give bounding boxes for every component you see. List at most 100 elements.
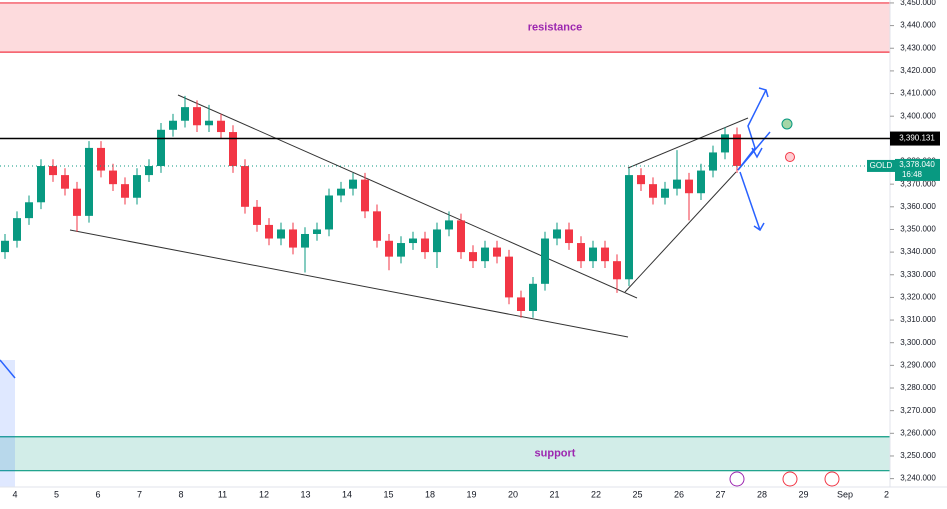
y-tick-label: 3,260.000 — [900, 428, 936, 437]
y-tick-label: 3,450.000 — [900, 0, 936, 7]
x-tick-label: 15 — [383, 489, 393, 499]
zones: resistance support — [0, 2, 890, 472]
arrow-head — [758, 87, 769, 98]
y-tick-label: 3,360.000 — [900, 202, 936, 211]
candle-body — [541, 238, 549, 284]
candle-body — [85, 147, 93, 216]
trend-line — [69, 229, 629, 338]
x-tick-label: 4 — [12, 489, 17, 499]
candle-body — [613, 261, 621, 280]
x-tick-label: 13 — [300, 489, 310, 499]
candle-body — [337, 188, 345, 196]
x-tick-label: 22 — [591, 489, 601, 499]
candle-body — [1, 240, 9, 253]
candle-body — [397, 243, 405, 257]
candle-body — [157, 129, 165, 167]
x-tick-label: 25 — [632, 489, 642, 499]
y-tick-label: 3,400.000 — [900, 111, 936, 120]
candle-body — [589, 247, 597, 262]
symbol-label: GOLD — [870, 161, 893, 170]
y-tick-label: 3,300.000 — [900, 338, 936, 347]
candle-body — [637, 175, 645, 185]
event-icon — [729, 471, 745, 487]
zone-label: resistance — [528, 21, 582, 33]
candle-body — [577, 243, 585, 262]
x-tick-label: 14 — [342, 489, 352, 499]
y-tick-label: 3,420.000 — [900, 66, 936, 75]
trend-line — [177, 94, 638, 299]
candle-body — [193, 107, 201, 126]
candle-body — [277, 229, 285, 239]
arrows — [0, 87, 771, 379]
candle-body — [73, 188, 81, 216]
x-tick-label: Sep — [837, 489, 853, 499]
arrow-head — [753, 222, 765, 232]
symbol-box — [867, 159, 895, 172]
candle-body — [133, 175, 141, 198]
price-line-label: 3,390.131 — [899, 134, 935, 143]
x-tick-label: 20 — [508, 489, 518, 499]
x-tick-label: 28 — [757, 489, 767, 499]
y-tick-label: 3,320.000 — [900, 293, 936, 302]
candle-body — [709, 152, 717, 171]
y-tick-label: 3,310.000 — [900, 315, 936, 324]
candle-body — [433, 229, 441, 253]
candle-body — [37, 166, 45, 203]
event-icon — [782, 471, 798, 487]
y-tick-label: 3,240.000 — [900, 474, 936, 483]
candle-body — [169, 120, 177, 130]
x-tick-label: 19 — [466, 489, 476, 499]
target-circle — [781, 118, 793, 130]
y-tick-label: 3,290.000 — [900, 360, 936, 369]
projection-box — [0, 360, 15, 487]
candle-body — [505, 256, 513, 298]
candle-body — [325, 195, 333, 230]
candle-body — [97, 147, 105, 171]
candle-body — [529, 283, 537, 312]
x-tick-label: 8 — [178, 489, 183, 499]
candle-body — [553, 229, 561, 239]
arrow-head — [751, 147, 763, 159]
candle-body — [721, 134, 729, 153]
y-tick-label: 3,250.000 — [900, 451, 936, 460]
candle-body — [181, 107, 189, 121]
candle-body — [349, 179, 357, 189]
y-tick-label: 3,430.000 — [900, 43, 936, 52]
x-tick-label: 5 — [54, 489, 59, 499]
x-tick-label: 18 — [425, 489, 435, 499]
candle-body — [625, 175, 633, 280]
x-tick-label: 12 — [259, 489, 269, 499]
price-line-box — [890, 131, 940, 146]
candle-body — [205, 120, 213, 126]
candle-body — [649, 184, 657, 198]
candle-body — [697, 170, 705, 194]
candle-body — [61, 175, 69, 189]
y-tick-label: 3,410.000 — [900, 89, 936, 98]
candle-body — [241, 166, 249, 207]
candle-body — [673, 179, 681, 189]
candle-body — [145, 166, 153, 176]
y-tick-label: 3,370.000 — [900, 179, 936, 188]
countdown-label: 16:48 — [902, 170, 923, 179]
candle-body — [265, 224, 273, 239]
x-tick-label: 7 — [137, 489, 142, 499]
stop-circle — [785, 152, 795, 162]
arrow — [0, 359, 16, 379]
candle-body — [601, 247, 609, 262]
candle-body — [421, 238, 429, 253]
candle-body — [25, 202, 33, 219]
trend-line — [627, 117, 749, 169]
y-tick-label: 3,280.000 — [900, 383, 936, 392]
candle-body — [373, 211, 381, 241]
arrow-down — [739, 171, 761, 231]
y-tick-label: 3,340.000 — [900, 247, 936, 256]
candle-body — [253, 206, 261, 225]
x-tick-label: 11 — [218, 489, 227, 499]
candle-body — [565, 229, 573, 244]
last-price-label: 3,378.040 — [899, 160, 935, 169]
candle-body — [661, 188, 669, 198]
candle-body — [685, 179, 693, 194]
candle-body — [109, 170, 117, 185]
